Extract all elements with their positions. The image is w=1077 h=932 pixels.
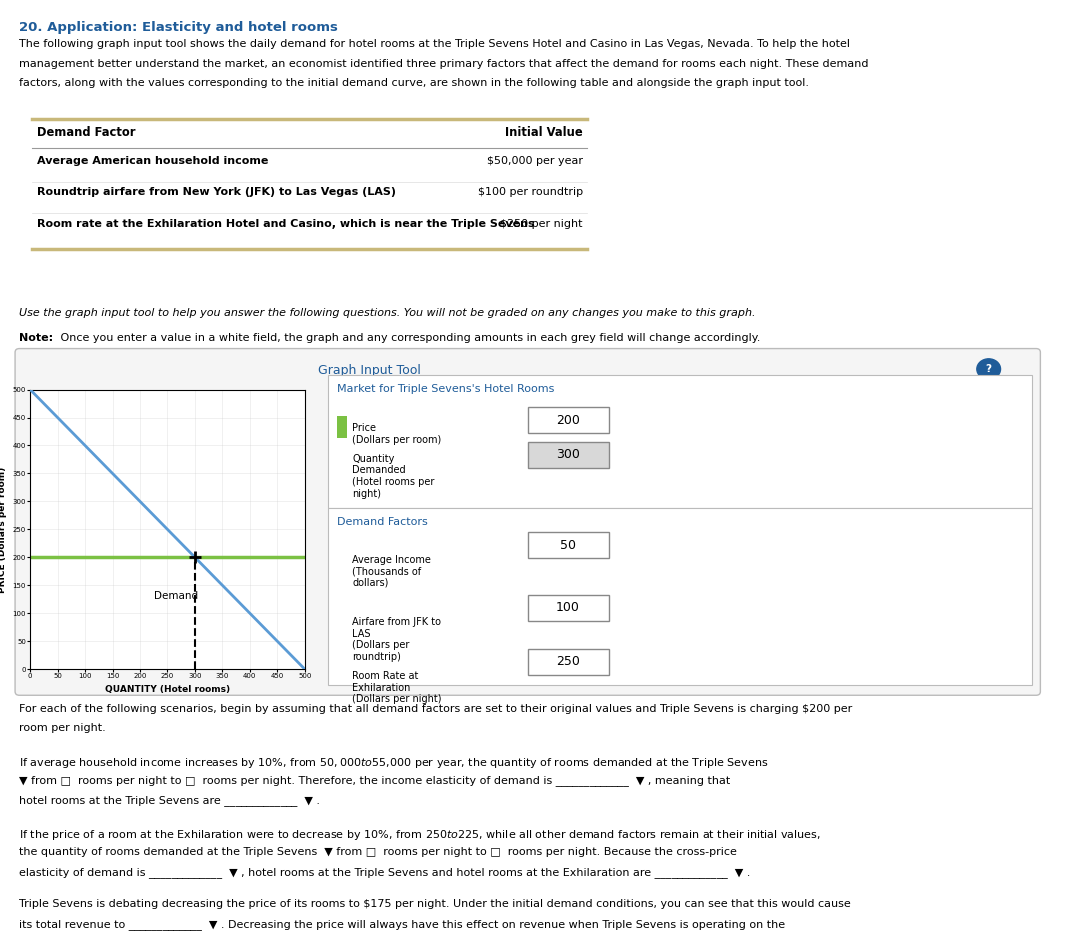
Text: Room Rate at
Exhilaration
(Dollars per night): Room Rate at Exhilaration (Dollars per n… bbox=[352, 671, 442, 705]
Text: 20. Application: Elasticity and hotel rooms: 20. Application: Elasticity and hotel ro… bbox=[19, 21, 338, 34]
Text: ?: ? bbox=[985, 364, 992, 374]
Text: Initial Value: Initial Value bbox=[505, 126, 583, 139]
Text: 250: 250 bbox=[556, 655, 579, 668]
Text: hotel rooms at the Triple Sevens are _____________  ▼ .: hotel rooms at the Triple Sevens are ___… bbox=[19, 795, 320, 806]
Text: Roundtrip airfare from New York (JFK) to Las Vegas (LAS): Roundtrip airfare from New York (JFK) to… bbox=[37, 187, 395, 198]
Circle shape bbox=[977, 359, 1001, 379]
Y-axis label: PRICE (Dollars per room): PRICE (Dollars per room) bbox=[0, 466, 6, 593]
Text: its total revenue to _____________  ▼ . Decreasing the price will always have th: its total revenue to _____________ ▼ . D… bbox=[19, 919, 785, 930]
Text: Price
(Dollars per room): Price (Dollars per room) bbox=[352, 423, 442, 445]
Text: 300: 300 bbox=[556, 448, 579, 461]
Text: the quantity of rooms demanded at the Triple Sevens  ▼ from □  rooms per night t: the quantity of rooms demanded at the Tr… bbox=[19, 847, 738, 857]
Text: Average American household income: Average American household income bbox=[37, 156, 268, 166]
Text: If the price of a room at the Exhilaration were to decrease by 10%, from $250 to: If the price of a room at the Exhilarati… bbox=[19, 828, 822, 842]
Text: management better understand the market, an economist identified three primary f: management better understand the market,… bbox=[19, 59, 869, 69]
FancyBboxPatch shape bbox=[528, 407, 609, 433]
FancyBboxPatch shape bbox=[528, 532, 609, 558]
Text: Use the graph input tool to help you answer the following questions. You will no: Use the graph input tool to help you ans… bbox=[19, 308, 756, 318]
Bar bbox=[337, 416, 347, 438]
Text: $250 per night: $250 per night bbox=[500, 219, 583, 229]
Text: ▼ from □  rooms per night to □  rooms per night. Therefore, the income elasticit: ▼ from □ rooms per night to □ rooms per … bbox=[19, 775, 730, 787]
FancyBboxPatch shape bbox=[528, 595, 609, 621]
Text: 100: 100 bbox=[556, 601, 579, 614]
Text: Triple Sevens is debating decreasing the price of its rooms to $175 per night. U: Triple Sevens is debating decreasing the… bbox=[19, 899, 851, 910]
FancyBboxPatch shape bbox=[328, 375, 1032, 508]
Text: Demand: Demand bbox=[154, 591, 198, 601]
Text: Demand Factor: Demand Factor bbox=[37, 126, 135, 139]
X-axis label: QUANTITY (Hotel rooms): QUANTITY (Hotel rooms) bbox=[104, 685, 230, 694]
Text: Once you enter a value in a white field, the graph and any corresponding amounts: Once you enter a value in a white field,… bbox=[57, 333, 760, 343]
Text: For each of the following scenarios, begin by assuming that all demand factors a: For each of the following scenarios, beg… bbox=[19, 704, 853, 714]
Text: $100 per roundtrip: $100 per roundtrip bbox=[477, 187, 583, 198]
Text: The following graph input tool shows the daily demand for hotel rooms at the Tri: The following graph input tool shows the… bbox=[19, 39, 851, 49]
Text: 200: 200 bbox=[556, 414, 579, 427]
Text: Average Income
(Thousands of
dollars): Average Income (Thousands of dollars) bbox=[352, 555, 431, 588]
Text: Graph Input Tool: Graph Input Tool bbox=[318, 364, 421, 377]
FancyBboxPatch shape bbox=[528, 442, 609, 468]
Text: Airfare from JFK to
LAS
(Dollars per
roundtrip): Airfare from JFK to LAS (Dollars per rou… bbox=[352, 617, 442, 662]
FancyBboxPatch shape bbox=[15, 349, 1040, 695]
FancyBboxPatch shape bbox=[328, 508, 1032, 685]
Text: room per night.: room per night. bbox=[19, 723, 107, 733]
Text: Note:: Note: bbox=[19, 333, 54, 343]
Text: elasticity of demand is _____________  ▼ , hotel rooms at the Triple Sevens and : elasticity of demand is _____________ ▼ … bbox=[19, 867, 751, 878]
Text: Demand Factors: Demand Factors bbox=[337, 517, 428, 528]
Text: Market for Triple Sevens's Hotel Rooms: Market for Triple Sevens's Hotel Rooms bbox=[337, 384, 555, 394]
Text: Room rate at the Exhilaration Hotel and Casino, which is near the Triple Sevens: Room rate at the Exhilaration Hotel and … bbox=[37, 219, 534, 229]
Text: If average household income increases by 10%, from $50,000 to $55,000 per year, : If average household income increases by… bbox=[19, 756, 769, 770]
Text: 50: 50 bbox=[560, 539, 575, 552]
Text: factors, along with the values corresponding to the initial demand curve, are sh: factors, along with the values correspon… bbox=[19, 78, 810, 89]
FancyBboxPatch shape bbox=[528, 649, 609, 675]
Text: Quantity
Demanded
(Hotel rooms per
night): Quantity Demanded (Hotel rooms per night… bbox=[352, 454, 434, 499]
Text: $50,000 per year: $50,000 per year bbox=[487, 156, 583, 166]
